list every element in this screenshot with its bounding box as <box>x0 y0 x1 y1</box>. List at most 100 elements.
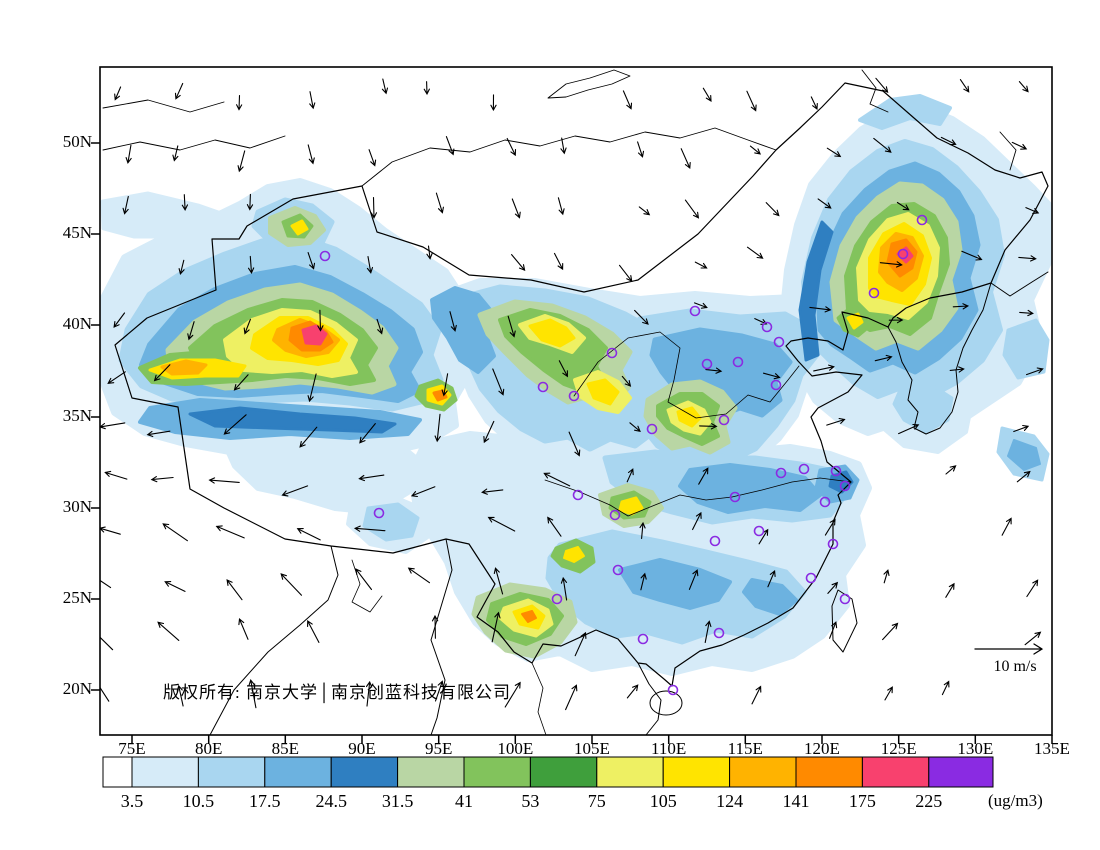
colorbar-cell <box>463 756 531 788</box>
wind-vector-arrow <box>113 312 126 328</box>
contour-region <box>100 191 241 243</box>
wind-vector-arrow <box>626 468 634 483</box>
city-marker <box>537 381 549 393</box>
colorbar-cell <box>131 756 199 788</box>
wind-vector-arrow <box>1013 424 1030 433</box>
wind-vector-arrow <box>952 303 970 310</box>
wind-vector-arrow <box>702 87 712 103</box>
wind-vector-arrow <box>157 621 180 641</box>
wind-vector-arrow <box>1001 517 1012 536</box>
colorbar-tick-label: 141 <box>782 791 810 811</box>
colorbar-tick-label: 225 <box>915 791 943 811</box>
lon-tick-label: 110E <box>651 739 687 758</box>
wind-vector-arrow <box>299 426 318 448</box>
wind-vector-arrow <box>940 136 957 146</box>
wind-vector-arrow <box>187 321 195 341</box>
wind-vector-arrow <box>637 141 645 158</box>
contour-region <box>290 219 309 236</box>
city-marker <box>770 379 782 391</box>
city-marker <box>609 509 621 521</box>
wind-vector-arrow <box>817 198 832 209</box>
wind-vector-arrow <box>365 680 373 707</box>
colorbar-tick-label: 105 <box>649 791 677 811</box>
wind-vector-arrow <box>236 95 243 111</box>
wind-vector-arrow <box>511 254 526 271</box>
coastlines-borders <box>102 69 1049 736</box>
wind-vector-arrow <box>441 373 449 397</box>
contour-region <box>676 406 702 428</box>
wind-vector-arrow <box>146 430 171 438</box>
wind-vector-arrow <box>434 413 441 443</box>
wind-vector-arrow <box>174 82 184 100</box>
wind-vector-arrow <box>874 354 893 362</box>
wind-vector-arrow <box>945 582 955 598</box>
wind-vector-arrow <box>150 476 174 483</box>
city-marker <box>830 465 842 477</box>
wind-vector-arrow <box>307 373 317 403</box>
wind-vector-arrow <box>639 521 646 540</box>
wind-vector-arrow <box>317 309 324 332</box>
wind-vector-arrow <box>694 261 708 269</box>
wind-vector-arrow <box>692 511 702 531</box>
wind-vector-arrow <box>487 516 516 532</box>
lon-tick-label: 120E <box>804 739 840 758</box>
wind-vector-arrow <box>114 86 122 101</box>
lon-tick-label: 80E <box>194 739 223 758</box>
colorbar-cell <box>729 756 797 788</box>
colorbar-units: (ug/m3) <box>988 791 1043 810</box>
wind-vector-arrow <box>626 684 639 699</box>
wind-vector-arrow <box>247 255 255 275</box>
wind-reference-label: 10 m/s <box>993 658 1037 675</box>
contour-region <box>160 359 208 376</box>
lat-tick-label: 35N <box>62 406 92 425</box>
contour-region <box>618 496 644 516</box>
wind-vector-arrow <box>309 91 316 110</box>
wind-vector-arrow <box>1025 207 1040 214</box>
colorbar-tick-label: 75 <box>587 791 606 811</box>
wind-vector-arrow <box>481 488 504 495</box>
wind-vector-arrow <box>873 137 892 153</box>
wind-vector-arrow <box>410 486 436 498</box>
wind-vector-arrow <box>426 245 433 260</box>
wind-vector-arrow <box>506 137 517 157</box>
wind-vector-arrow <box>281 485 309 497</box>
colorbar-cell <box>662 756 731 788</box>
contour-region <box>188 406 397 434</box>
lat-tick-label: 20N <box>62 679 92 698</box>
lon-tick-label: 115E <box>727 739 763 758</box>
lat-tick-label: 40N <box>62 314 92 333</box>
wind-vector-arrow <box>961 250 983 261</box>
border-line <box>573 331 800 419</box>
city-marker <box>667 684 679 696</box>
wind-vector-arrow <box>435 192 444 214</box>
wind-vector-arrow <box>215 525 245 539</box>
wind-vector-arrow <box>98 526 121 535</box>
wind-vector-arrow <box>107 371 126 384</box>
colorbar <box>102 756 994 788</box>
wind-vector-arrow <box>504 681 521 708</box>
wind-vector-arrow <box>618 264 633 283</box>
contour-region <box>1007 439 1041 471</box>
wind-vector-arrow <box>949 366 965 373</box>
wind-vector-arrow <box>1018 81 1029 93</box>
wind-reference-arrow <box>974 643 1044 655</box>
wind-vector-arrow <box>680 148 691 170</box>
wind-vector-arrow <box>557 197 565 216</box>
wind-vector-arrow <box>98 422 126 430</box>
wind-vector-arrow <box>945 465 957 475</box>
wind-vector-arrow <box>1019 309 1034 317</box>
wind-vector-arrow <box>296 528 321 541</box>
wind-vector-arrow <box>568 431 581 457</box>
contour-region <box>528 318 576 348</box>
colorbar-tick-label: 41 <box>455 791 473 811</box>
wind-vector-arrow <box>879 261 903 268</box>
wind-vector-arrow <box>638 206 651 216</box>
mask-rect <box>0 735 1100 850</box>
city-marker <box>319 250 331 262</box>
wind-vector-arrow <box>407 567 431 584</box>
contour-region <box>858 94 952 130</box>
wind-vector-arrow <box>553 252 564 271</box>
wind-vector-arrow <box>307 144 315 165</box>
colorbar-tick-label: 124 <box>716 791 744 811</box>
colorbar-tick-label: 10.5 <box>182 791 215 811</box>
